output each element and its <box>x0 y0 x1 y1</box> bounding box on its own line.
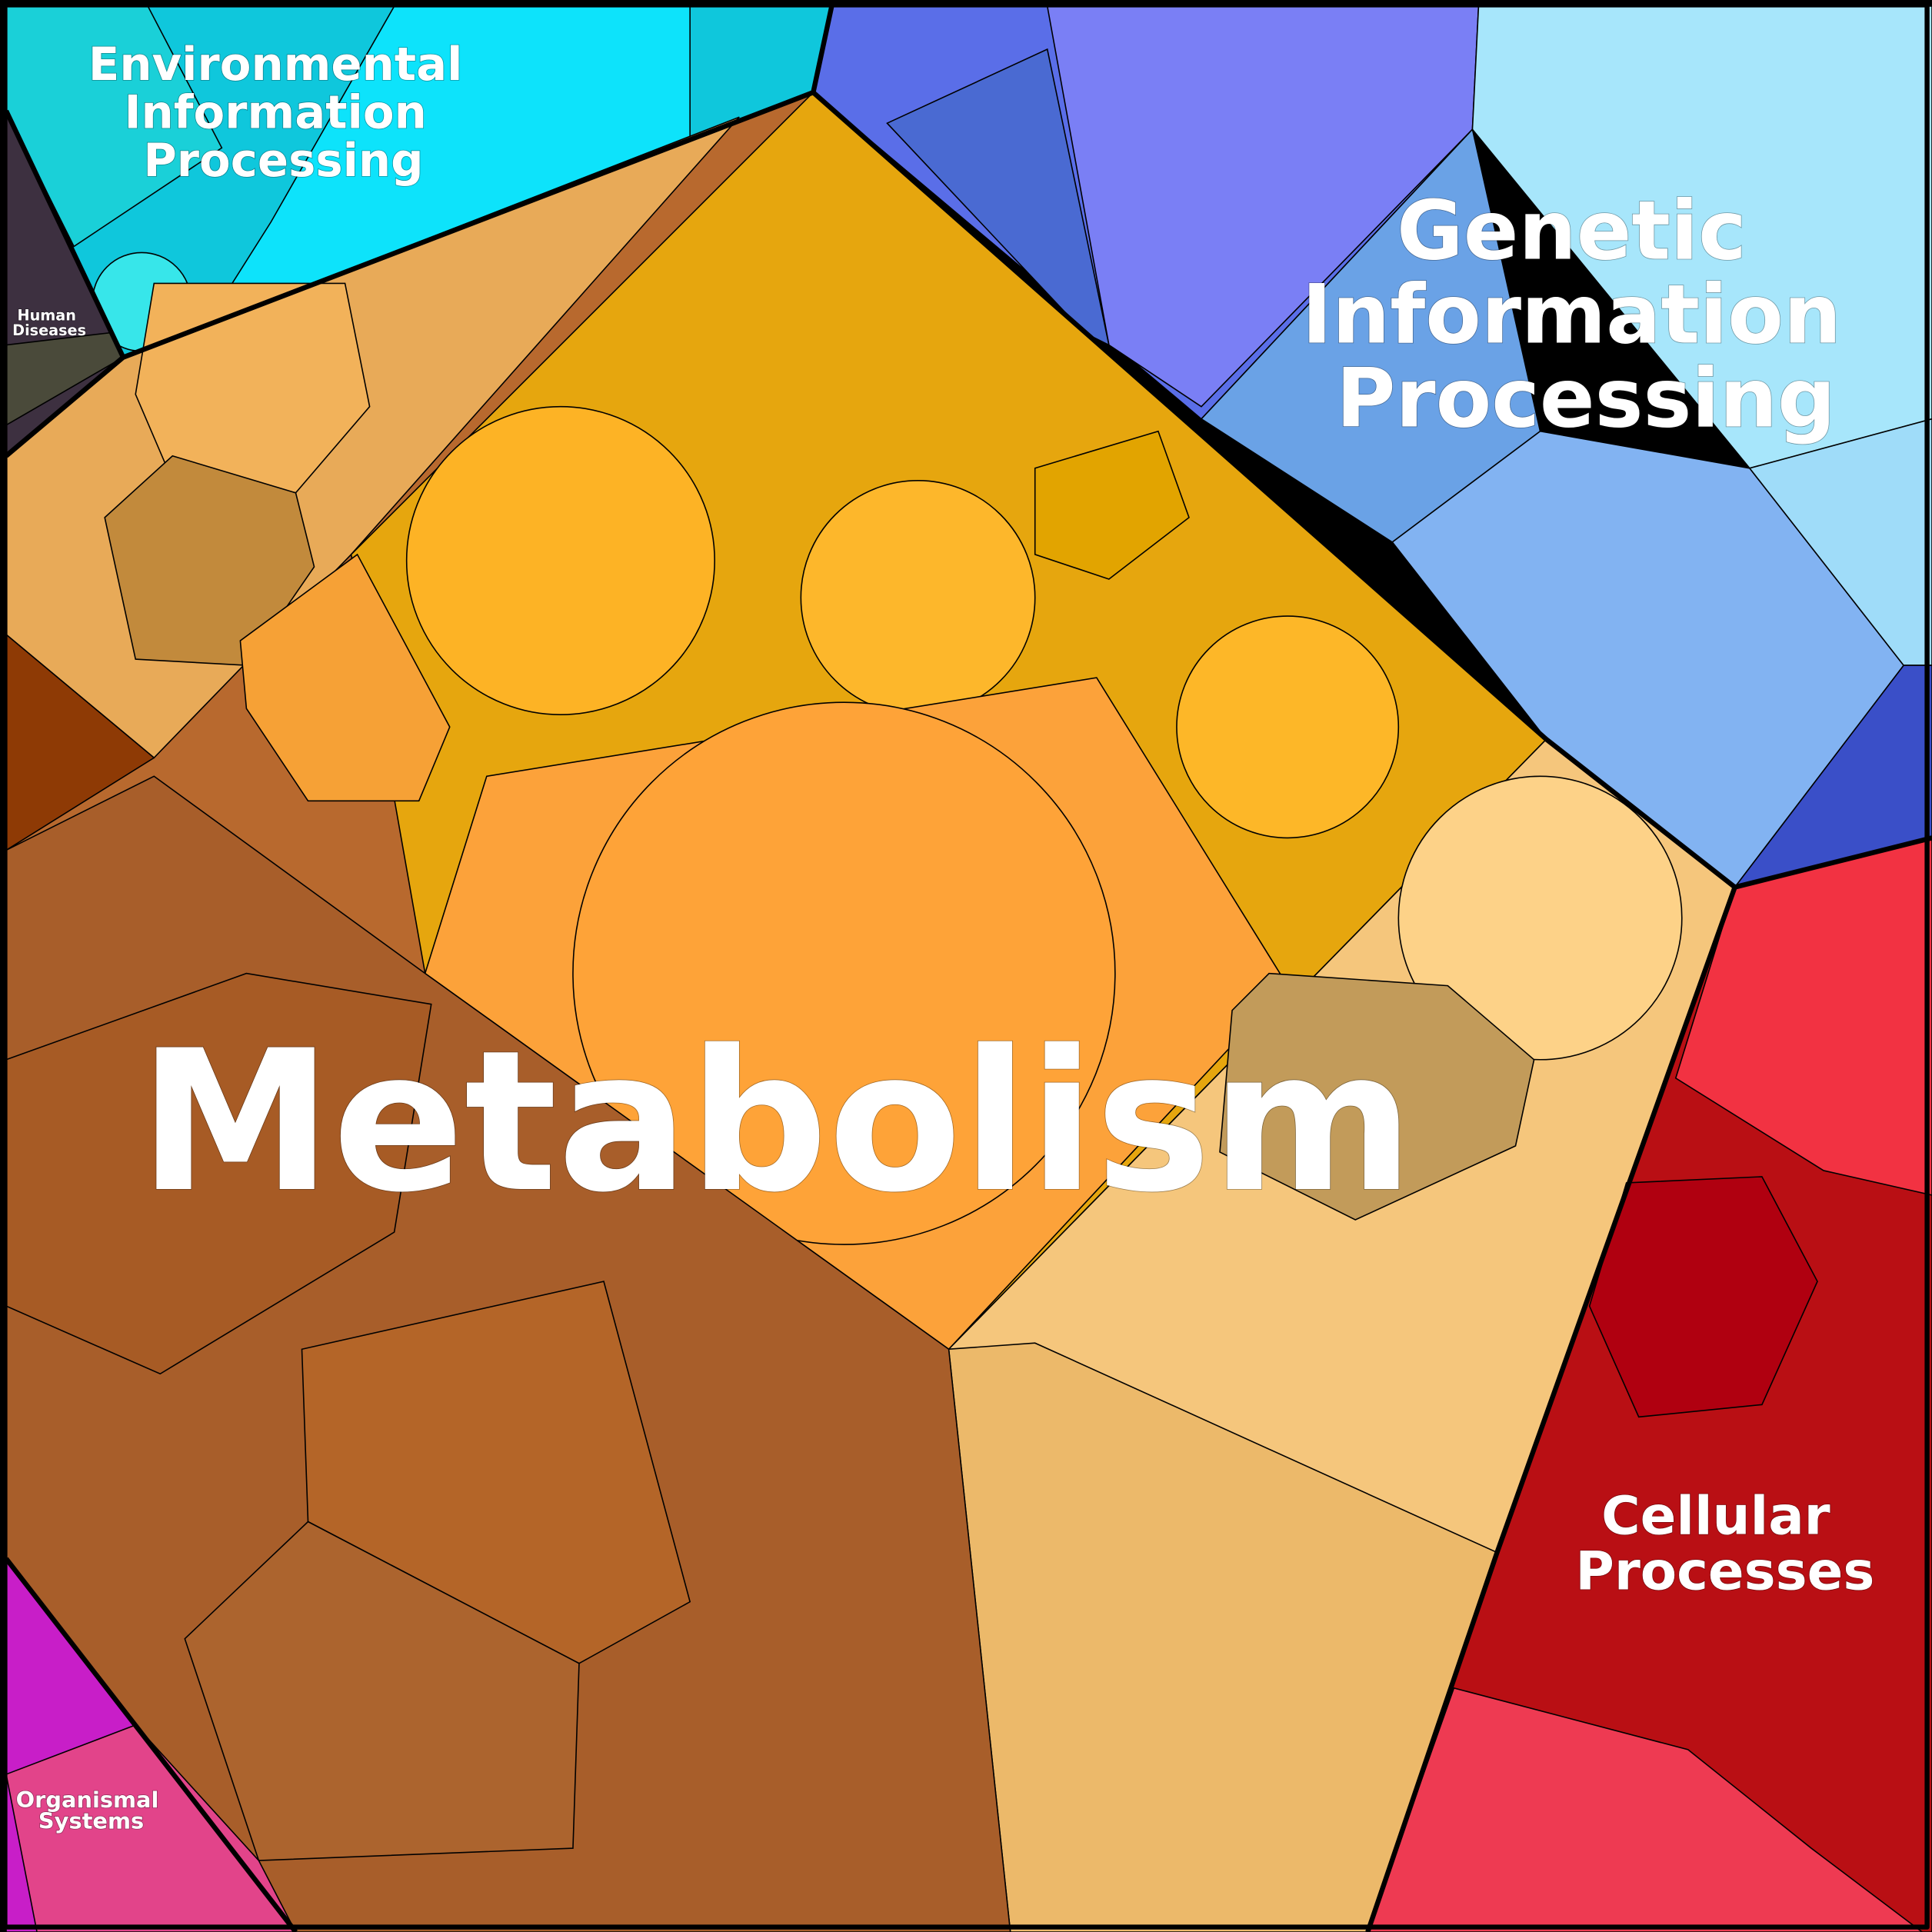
label-line: Cellular <box>1601 1486 1830 1547</box>
metabolism-cell <box>800 479 1036 715</box>
label-line: Organismal <box>16 1787 159 1813</box>
region-label: Genetic Information Processing <box>1302 183 1870 445</box>
label-line: Processing <box>1336 351 1836 445</box>
label-line: Processes <box>1575 1541 1874 1603</box>
metabolism-cell <box>405 405 715 715</box>
metabolism-cell <box>104 455 315 666</box>
border <box>4 1557 298 1932</box>
genetic-cell <box>1733 665 1932 888</box>
genetic-cell <box>886 48 1110 347</box>
region-label: Cellular Processes <box>1575 1486 1874 1603</box>
label-line: Genetic <box>1397 183 1747 278</box>
metabolism-cell <box>184 1521 580 1861</box>
region-label: Organismal Systems <box>16 1787 167 1834</box>
metabolism-cell <box>1397 775 1683 1061</box>
label-line: Information <box>125 86 427 139</box>
label-line: Systems <box>38 1807 144 1834</box>
border <box>4 5 834 458</box>
border <box>811 90 1932 890</box>
region-label: Human Diseases <box>12 307 86 339</box>
label-line: Human <box>18 307 76 325</box>
metabolism-cell <box>1034 430 1190 580</box>
genetic-cell <box>1748 418 1932 666</box>
regions <box>5 5 1932 1932</box>
labels: Environmental Information Processing Hum… <box>12 37 1875 1834</box>
region-label: Metabolism <box>138 1008 1414 1235</box>
label-line: Diseases <box>12 321 86 339</box>
label-line: Environmental <box>88 38 463 91</box>
border <box>4 109 126 358</box>
border <box>1365 886 1737 1932</box>
region-label: Environmental Information Processing <box>88 38 478 187</box>
metabolism-cell <box>1219 972 1535 1221</box>
metabolism-cell <box>301 1281 691 1664</box>
organismal-cell <box>5 1724 297 1932</box>
metabolism-cell <box>239 553 451 802</box>
metabolism-cell <box>1176 615 1400 839</box>
label-line: Information <box>1302 267 1842 361</box>
label-line: Processing <box>143 134 423 187</box>
cellular-cell <box>1588 1176 1818 1418</box>
metabolism-cell <box>572 701 1116 1245</box>
label-line: Metabolism <box>138 1008 1414 1235</box>
